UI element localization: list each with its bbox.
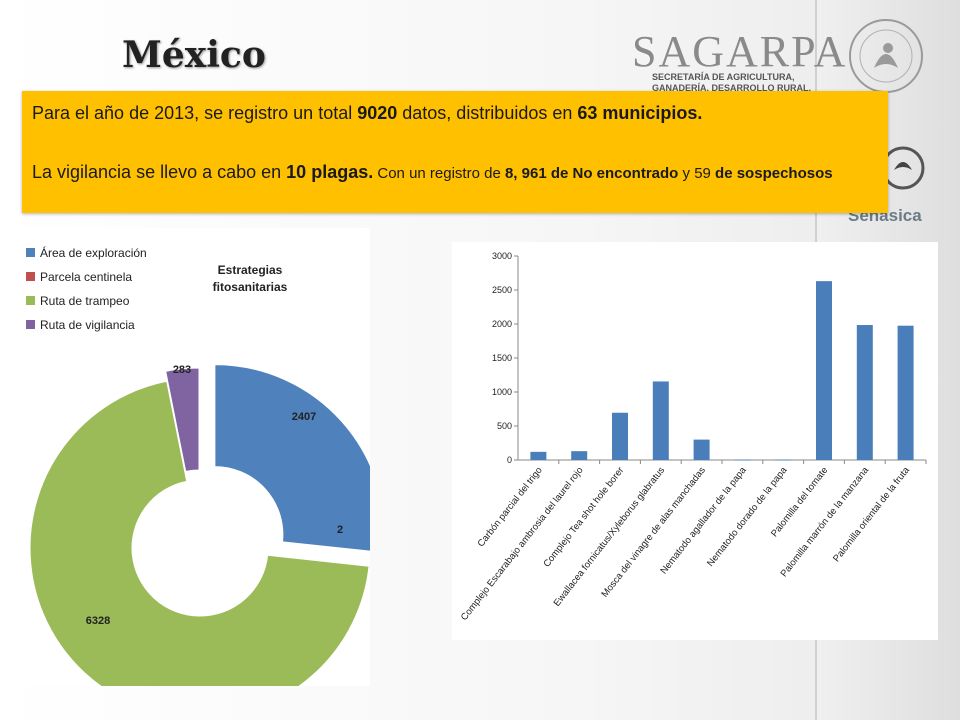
legend-swatch-1 [26, 272, 35, 281]
summary-sospechosos: de sospechosos [715, 165, 833, 182]
sagarpa-logo: SAGARPA [632, 27, 848, 76]
y-tick-label-0: 0 [507, 455, 512, 465]
y-tick-label-6: 3000 [492, 251, 512, 261]
bar-4 [693, 439, 710, 460]
summary-banner: Para el año de 2013, se registro un tota… [22, 91, 888, 213]
summary-total-count: 9020 [357, 103, 398, 123]
page-title: México [122, 34, 266, 76]
legend-label-0: Área de exploración [40, 245, 147, 260]
summary-line-2-text-c: Con un registro de [373, 165, 505, 182]
y-tick-label-3: 1500 [492, 353, 512, 363]
x-tick-label-5: Nematodo agallador de la papa [658, 465, 749, 577]
legend-swatch-2 [26, 296, 35, 305]
y-tick-label-1: 500 [497, 421, 512, 431]
bar-3 [652, 381, 669, 460]
y-tick-label-2: 1000 [492, 387, 512, 397]
donut-value-label-2: 6328 [86, 615, 110, 627]
bar-chart-panel: 0 500 1000 1500 2000 2500 3000 Carbón parcial d… [452, 242, 938, 640]
sagarpa-subtitle-line-1: SECRETARÍA DE AGRICULTURA, [652, 72, 795, 82]
summary-line-1-text-a: Para el año de 2013, se registro un tota… [32, 103, 358, 123]
bar-1 [571, 451, 588, 460]
mexico-seal-icon [849, 19, 923, 93]
legend-label-3: Ruta de vigilancia [40, 318, 135, 332]
legend-label-2: Ruta de trampeo [40, 294, 130, 308]
x-tick-label-9: Palomilla oriental de la fruta [831, 465, 912, 565]
y-tick-label-5: 2500 [492, 285, 512, 295]
donut-title-line-0: Estrategias [218, 263, 283, 277]
donut-title-line-1: fitosanitarias [213, 280, 288, 294]
donut-value-label-0: 2407 [292, 411, 316, 423]
donut-chart-panel: Área de exploración Parcela centinela Ruta… [20, 228, 408, 719]
bar-7 [816, 281, 832, 460]
donut-value-label-3: 283 [173, 364, 191, 376]
sagarpa-subtitle: SECRETARÍA DE AGRICULTURA, GANADERÍA, DE… [652, 72, 811, 94]
legend-swatch-0 [26, 248, 35, 257]
donut-slice-3 [165, 367, 200, 472]
summary-line-2: La vigilancia se llevo a cabo en 10 plag… [32, 161, 882, 185]
summary-line-1: Para el año de 2013, se registro un tota… [32, 103, 702, 124]
legend-swatch-3 [26, 320, 35, 329]
x-tick-label-8: Palomilla marrón de la manzana [779, 465, 872, 580]
legend-label-1: Parcela centinela [40, 270, 132, 284]
bar-5 [734, 459, 751, 461]
donut-chart: Área de exploración Parcela centinela Ruta… [26, 245, 408, 719]
donut-value-label-1: 2 [337, 524, 343, 536]
summary-line-2-text-e: y 59 [678, 165, 716, 182]
y-tick-label-4: 2000 [492, 319, 512, 329]
x-tick-label-2: Complejo Tea shot hole borer [541, 465, 626, 569]
summary-plagas: 10 plagas. [286, 162, 374, 182]
summary-line-1-text-c: datos, distribuidos en [397, 103, 578, 123]
bar-6 [775, 459, 792, 461]
bar-9 [897, 325, 914, 460]
donut-slice-0 [214, 364, 386, 554]
summary-line-2-text-a: La vigilancia se llevo a cabo en [32, 162, 287, 182]
bar-2 [612, 412, 628, 460]
bar-8 [856, 325, 873, 460]
sagarpa-subtitle-line-2: GANADERÍA, DESARROLLO RURAL, [652, 83, 811, 93]
x-tick-label-6: Nematodo dorado de la papa [705, 465, 790, 569]
summary-municipios: 63 municipios. [577, 103, 703, 123]
bar-0 [530, 451, 547, 460]
summary-no-encontrado: 8, 961 de No encontrado [504, 165, 679, 182]
